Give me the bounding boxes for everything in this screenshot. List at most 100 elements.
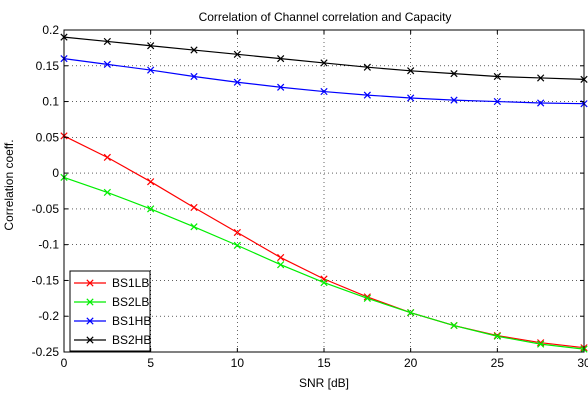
x-tick-label: 5 [147,356,154,370]
data-point-bs2lb [537,340,545,348]
data-point-bs2lb [407,309,415,317]
marker-stroke [86,317,94,325]
marker-stroke [363,91,371,99]
y-tick-label: 0.2 [42,23,59,37]
tick-layer: 0 5 10 15 20 25 30 -0.25 -0.2 -0.15 -0.1 -0.05 0 0.05… [32,23,588,370]
data-point-bs1hb [320,87,328,96]
y-tick-label: -0.15 [32,273,60,287]
marker-stroke [407,67,415,75]
series-bs2hb [60,33,588,83]
marker-stroke [86,298,94,306]
x-tick-label: 10 [231,356,245,370]
data-point-bs1hb [363,91,371,99]
marker-stroke [450,70,458,78]
marker-stroke [450,96,458,104]
marker-stroke [450,321,458,330]
legend-box [69,270,151,352]
data-point-bs1lb [147,178,155,186]
marker-stroke [86,336,94,344]
marker-stroke [277,83,285,91]
data-point-bs1hb [277,83,285,91]
series-line-bs1hb [63,58,585,105]
marker-stroke [277,54,285,63]
data-point-bs2hb [493,72,501,81]
data-point-bs2lb [493,332,501,340]
y-tick-label: -0.25 [32,345,60,359]
marker-stroke [103,153,111,161]
data-point-bs1hb [190,72,198,81]
data-point-bs2lb [103,188,111,197]
data-point-bs1lb [233,228,241,237]
marker-stroke [320,87,328,96]
data-point-bs2hb [407,67,415,75]
legend-label: BS2HB [112,333,151,347]
y-axis-label: Correlation coeff. [2,139,16,230]
marker-stroke [493,332,501,340]
data-point-bs1hb [450,96,458,104]
data-point-bs2lb [450,321,458,330]
marker-stroke [537,99,545,107]
data-point-bs2hb [190,46,198,54]
marker-stroke [233,50,241,58]
data-point-bs2lb [233,241,241,250]
data-point-bs2hb [363,63,371,71]
y-tick-label: 0.15 [36,59,60,73]
y-tick-label: -0.05 [32,202,60,216]
data-point-bs1hb [407,94,415,102]
x-tick-label: 20 [404,356,418,370]
legend-label: BS1LB [112,276,149,290]
y-tick-label: -0.2 [38,309,59,323]
marker-stroke [363,294,371,302]
legend-marker [86,279,94,287]
y-tick-label: -0.1 [38,238,59,252]
y-tick-label: 0 [52,166,59,180]
marker-stroke [190,46,198,54]
data-point-bs1hb [493,97,501,106]
marker-stroke [363,63,371,71]
marker-stroke [537,339,545,347]
marker-stroke [407,94,415,102]
marker-stroke [233,228,241,237]
legend-marker [86,298,94,306]
data-point-bs2hb [320,59,328,67]
data-point-bs2hb [537,74,545,82]
legend-marker [86,336,94,344]
marker-stroke [147,42,155,50]
data-point-bs2lb [277,261,285,269]
data-point-bs2hb [233,50,241,58]
data-point-bs2lb [147,205,155,213]
series-layer [60,33,588,353]
marker-stroke [537,340,545,348]
marker-stroke [147,66,155,74]
marker-stroke [277,261,285,269]
x-tick-label: 30 [577,356,588,370]
data-point-bs2hb [147,42,155,50]
grid [64,30,584,352]
y-tick-label: 0.05 [36,130,60,144]
marker-stroke [363,293,371,301]
legend-item-bs2hb: BS2HB [74,333,151,347]
series-bs1hb [60,54,588,108]
marker-stroke [493,97,501,106]
data-point-bs2hb [103,37,111,46]
x-axis-label: SNR [dB] [299,376,349,390]
data-point-bs1hb [147,66,155,74]
legend-item-bs2lb: BS2LB [74,295,149,309]
legend-item-bs1lb: BS1LB [74,276,149,290]
data-point-bs1lb [103,153,111,161]
legend-item-bs1hb: BS1HB [74,314,151,328]
data-point-bs1lb [277,253,285,262]
marker-stroke [147,178,155,186]
marker-stroke [320,59,328,67]
y-tick-label: 0.1 [42,95,59,109]
legend: BS1LB BS2LB BS1HB BS2HB [69,270,151,352]
marker-stroke [233,78,241,86]
marker-stroke [103,37,111,46]
data-point-bs1hb [233,78,241,86]
marker-stroke [537,74,545,82]
marker-stroke [190,223,198,231]
marker-stroke [147,205,155,213]
legend-label: BS2LB [112,295,149,309]
marker-stroke [86,279,94,287]
